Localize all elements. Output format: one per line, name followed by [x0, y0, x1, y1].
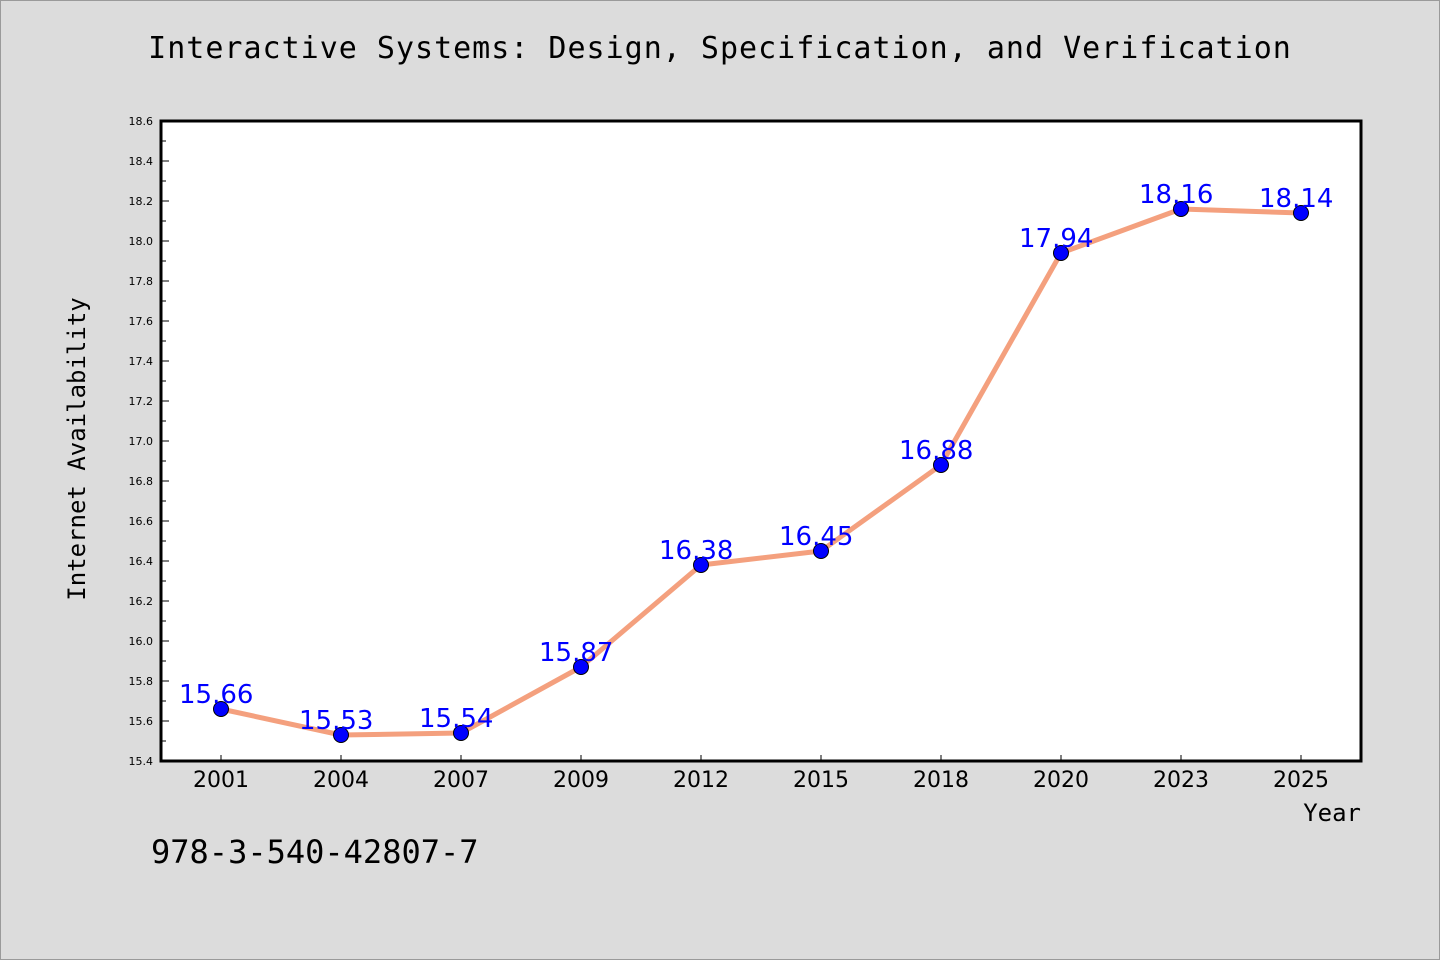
- data-label: 18.14: [1259, 184, 1333, 214]
- y-tick-label: 16.6: [129, 515, 154, 528]
- y-axis-label: Internet Availability: [63, 297, 91, 600]
- y-tick-label: 17.0: [129, 435, 154, 448]
- x-tick-label: 2012: [673, 768, 729, 793]
- data-point: [213, 701, 229, 717]
- data-point: [573, 659, 589, 675]
- y-tick-label: 17.6: [129, 315, 154, 328]
- y-tick-label: 18.4: [129, 155, 154, 168]
- x-tick-label: 2020: [1033, 768, 1089, 793]
- plot-area: [159, 119, 1363, 763]
- data-label: 15.54: [419, 704, 493, 734]
- y-tick-label: 17.8: [129, 275, 154, 288]
- x-tick-label: 2001: [193, 768, 249, 793]
- y-tick-label: 16.2: [129, 595, 154, 608]
- x-tick-label: 2023: [1153, 768, 1209, 793]
- data-label: 17.94: [1019, 224, 1093, 254]
- x-tick-label: 2025: [1273, 768, 1329, 793]
- data-label: 16.45: [779, 522, 853, 552]
- y-tick-label: 15.8: [129, 675, 154, 688]
- y-tick-label: 16.0: [129, 635, 154, 648]
- y-tick-label: 16.8: [129, 475, 154, 488]
- y-tick-label: 15.4: [129, 755, 154, 768]
- data-point: [693, 557, 709, 573]
- data-point: [1173, 201, 1189, 217]
- x-tick-label: 2004: [313, 768, 369, 793]
- y-tick-label: 15.6: [129, 715, 154, 728]
- data-label: 15.87: [539, 638, 613, 668]
- y-tick-label: 18.0: [129, 235, 154, 248]
- isbn-text: 978-3-540-42807-7: [151, 833, 479, 871]
- data-label: 15.53: [299, 706, 373, 736]
- data-point: [1053, 245, 1069, 261]
- y-tick-label: 16.4: [129, 555, 154, 568]
- x-axis-ticks: 2001 2004 2007 2009 2012 2015 2018 2020 2023 2025: [193, 755, 1329, 793]
- x-tick-label: 2015: [793, 768, 849, 793]
- chart-title: Interactive Systems: Design, Specificati…: [148, 31, 1292, 66]
- x-tick-label: 2018: [913, 768, 969, 793]
- series-layer: 15.66 15.53 15.54 15.87 16.38 16.45 16.88 17.94…: [179, 180, 1333, 743]
- y-tick-label: 18.2: [129, 195, 154, 208]
- data-point: [933, 457, 949, 473]
- data-point: [813, 543, 829, 559]
- y-tick-label: 18.6: [129, 115, 154, 128]
- data-point: [453, 725, 469, 741]
- y-tick-label: 17.4: [129, 355, 154, 368]
- data-point: [1293, 205, 1309, 221]
- x-tick-label: 2009: [553, 768, 609, 793]
- data-label: 16.38: [659, 536, 733, 566]
- x-tick-label: 2007: [433, 768, 489, 793]
- data-label: 15.66: [179, 680, 253, 710]
- series-line: [220, 206, 1302, 738]
- y-axis-ticks: 15.4 15.6 15.8 16.0 16.2 16.4 16.6 16.8 17.0 17.2…: [129, 115, 169, 768]
- y-tick-label: 17.2: [129, 395, 154, 408]
- data-label: 18.16: [1139, 180, 1213, 210]
- data-point: [333, 727, 349, 743]
- x-axis-label: Year: [1303, 799, 1361, 827]
- data-label: 16.88: [899, 436, 973, 466]
